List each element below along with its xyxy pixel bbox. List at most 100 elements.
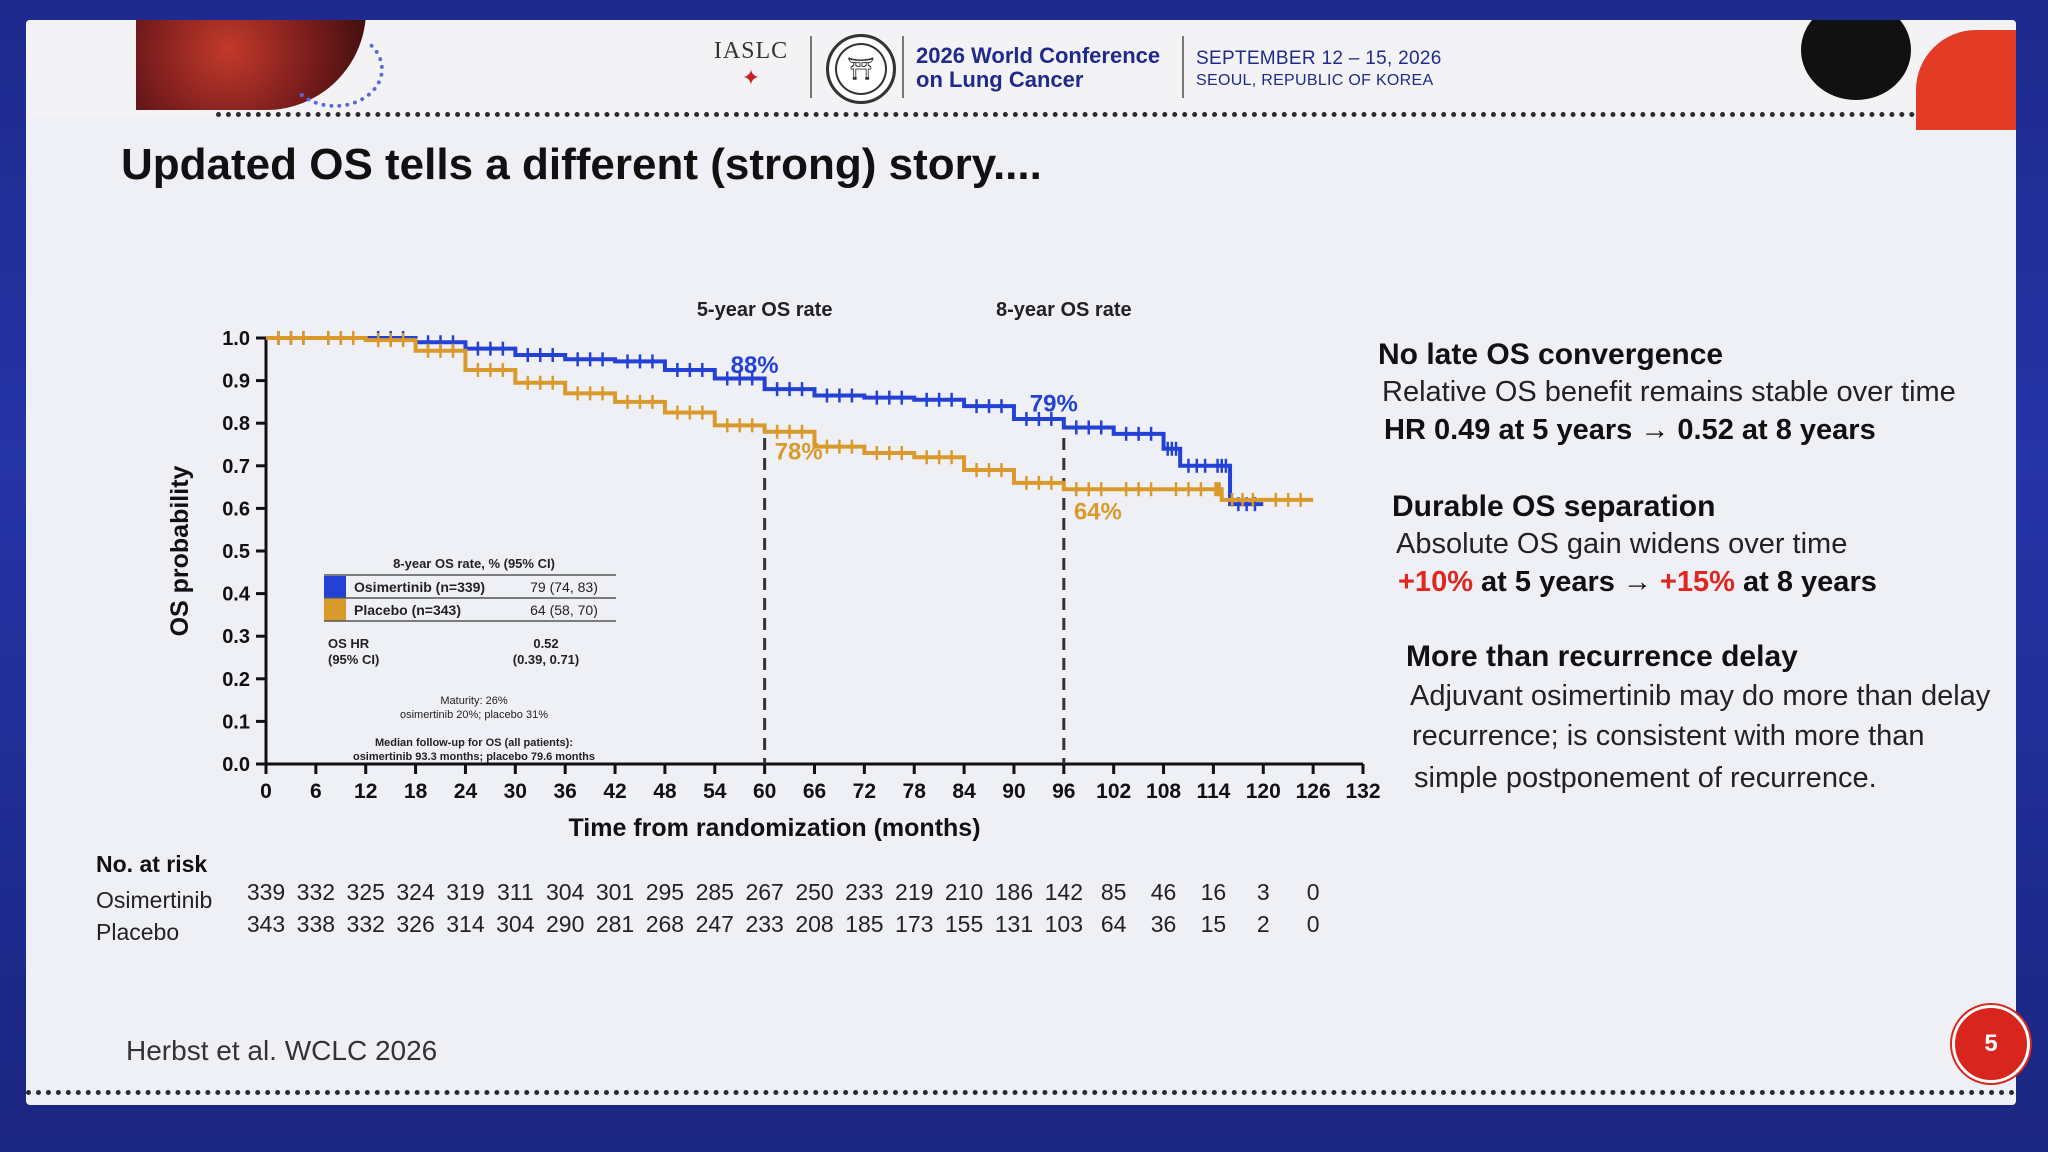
legend-hr-label: (95% CI) (328, 652, 379, 667)
point-3-line-2: recurrence; is consistent with more than (1412, 720, 1925, 752)
legend-maturity: Maturity: 26% (440, 695, 507, 707)
risk-count: 0 (1307, 879, 1320, 905)
risk-count: 186 (995, 879, 1033, 905)
point-1-heading: No late OS convergence (1378, 338, 1724, 371)
reference-line-label: 8-year OS rate (996, 299, 1132, 321)
conference-dates: SEPTEMBER 12 – 15, 2026 SEOUL, REPUBLIC … (1196, 48, 1442, 89)
slide: IASLC ✦ ⛩ 2026 World Conference on Lung … (26, 20, 2016, 1105)
risk-count: 332 (297, 879, 335, 905)
risk-count: 247 (696, 911, 734, 937)
risk-count: 311 (497, 879, 534, 905)
legend-series-label: Placebo (n=343) (354, 602, 461, 618)
risk-count: 290 (546, 911, 584, 937)
risk-count: 285 (696, 879, 734, 905)
point-1-line-2: HR 0.49 at 5 years → 0.52 at 8 years (1384, 414, 1876, 446)
legend-hr-ci: (0.39, 0.71) (513, 652, 580, 667)
risk-count: 208 (795, 911, 833, 937)
reference-line-label: 5-year OS rate (697, 299, 833, 321)
risk-row-label: Osimertinib (96, 887, 212, 913)
legend-hr-value: 0.52 (533, 636, 558, 651)
risk-row-label: Placebo (96, 919, 179, 945)
risk-count: 173 (895, 911, 933, 937)
risk-count: 46 (1151, 879, 1177, 905)
x-tick-label: 6 (310, 780, 322, 803)
legend-header: 8-year OS rate, % (95% CI) (393, 556, 555, 571)
x-tick-label: 96 (1052, 780, 1075, 803)
risk-count: 324 (396, 879, 435, 905)
x-tick-label: 72 (853, 780, 876, 803)
risk-count: 142 (1045, 879, 1083, 905)
y-tick-label: 0.8 (222, 413, 250, 435)
x-tick-label: 18 (404, 780, 428, 803)
header-divider (810, 36, 812, 98)
x-tick-label: 78 (903, 780, 927, 803)
slide-title: Updated OS tells a different (strong) st… (121, 140, 1042, 189)
risk-count: 0 (1307, 911, 1320, 937)
legend-maturity: osimertinib 20%; placebo 31% (400, 709, 548, 721)
header-decoration-ring (286, 30, 384, 108)
risk-count: 250 (795, 879, 833, 905)
y-tick-label: 0.7 (222, 456, 250, 478)
x-tick-label: 102 (1096, 780, 1131, 803)
risk-count: 219 (895, 879, 933, 905)
point-3-line-1: Adjuvant osimertinib may do more than de… (1410, 680, 1991, 712)
y-tick-label: 0.1 (222, 711, 250, 733)
header-dotted-rule (216, 112, 1916, 117)
header-divider (902, 36, 904, 98)
risk-count: 304 (546, 879, 585, 905)
point-3-line-3: simple postponement of recurrence. (1414, 762, 1877, 794)
y-tick-label: 0.6 (222, 498, 250, 520)
y-tick-label: 0.2 (222, 669, 250, 691)
risk-count: 343 (247, 911, 285, 937)
risk-count: 185 (845, 911, 883, 937)
x-tick-label: 30 (504, 780, 527, 803)
series-line (266, 336, 1314, 502)
point-3-heading: More than recurrence delay (1406, 640, 1798, 673)
risk-count: 267 (745, 879, 783, 905)
point-1-line-1: Relative OS benefit remains stable over … (1382, 376, 1956, 408)
y-tick-label: 0.3 (222, 626, 250, 648)
conference-name: 2026 World Conference on Lung Cancer (916, 43, 1161, 92)
y-tick-label: 0.4 (222, 584, 251, 606)
x-tick-label: 120 (1246, 780, 1281, 803)
risk-count: 338 (297, 911, 335, 937)
risk-table-title: No. at risk (96, 851, 207, 877)
citation: Herbst et al. WCLC 2026 (126, 1035, 438, 1066)
legend-swatch (324, 576, 346, 598)
risk-count: 155 (945, 911, 983, 937)
conference-seal-icon: ⛩ (826, 34, 896, 104)
y-tick-label: 1.0 (222, 328, 250, 350)
series-line (266, 336, 1264, 507)
iaslc-logo: IASLC ✦ (706, 38, 796, 108)
risk-count: 16 (1201, 879, 1227, 905)
data-label: 88% (731, 352, 779, 379)
header-decoration-red (1916, 30, 2016, 130)
x-tick-label: 42 (603, 780, 626, 803)
legend-series-label: Osimertinib (n=339) (354, 579, 485, 595)
x-tick-label: 84 (952, 780, 976, 803)
risk-count: 325 (347, 879, 385, 905)
legend-hr-label: OS HR (328, 636, 370, 651)
x-tick-label: 54 (703, 780, 727, 803)
data-label: 64% (1074, 498, 1122, 525)
legend-followup: Median follow-up for OS (all patients): (375, 737, 573, 749)
y-tick-label: 0.5 (222, 541, 250, 563)
legend-followup: osimertinib 93.3 months; placebo 79.6 mo… (353, 751, 595, 763)
header-decoration-dark (1801, 20, 1911, 100)
risk-count: 64 (1101, 911, 1127, 937)
data-label: 78% (775, 439, 823, 466)
page-number-badge: 5 (1952, 1005, 2030, 1083)
x-tick-label: 12 (354, 780, 377, 803)
risk-count: 131 (995, 911, 1033, 937)
x-tick-label: 114 (1196, 780, 1230, 803)
x-tick-label: 36 (554, 780, 577, 803)
legend-series-value: 79 (74, 83) (530, 579, 598, 595)
risk-count: 314 (446, 911, 485, 937)
risk-count: 210 (945, 879, 983, 905)
risk-count: 103 (1045, 911, 1083, 937)
risk-count: 3 (1257, 879, 1270, 905)
risk-count: 85 (1101, 879, 1127, 905)
y-tick-label: 0.9 (222, 371, 250, 393)
risk-count: 36 (1151, 911, 1177, 937)
risk-count: 339 (247, 879, 285, 905)
